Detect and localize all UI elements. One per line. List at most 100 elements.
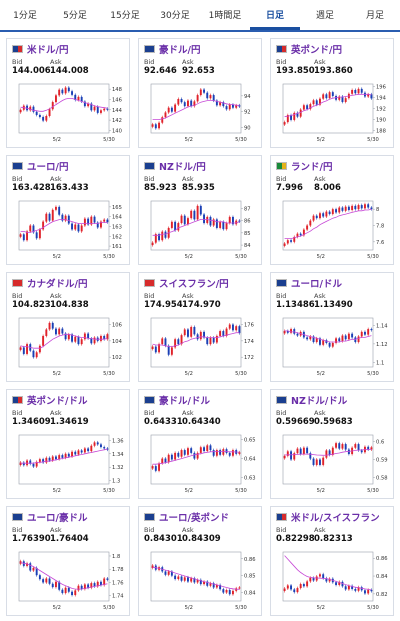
mini-chart[interactable]: 165 164 163 162 161 5/2 5/30 xyxy=(9,198,129,262)
rate-card[interactable]: ユーロ/豪ドル Bid Ask 1.76390 1.76404 1.8 1.78 1.76 1.… xyxy=(6,506,130,616)
candle-body xyxy=(187,577,189,582)
currency-pair-link[interactable]: ユーロ/ドル xyxy=(291,279,342,290)
candle-body xyxy=(83,333,86,340)
candle-body xyxy=(215,219,218,228)
candlestick-chart: 1.36 1.34 1.32 1.3 5/2 5/30 xyxy=(18,434,124,494)
tab-daily[interactable]: 日足 xyxy=(250,0,300,30)
card-header: ユーロ/ドル xyxy=(276,277,342,290)
mini-chart[interactable]: 196 194 192 190 188 5/2 5/30 xyxy=(273,81,393,145)
candle-body xyxy=(29,460,32,464)
rate-card[interactable]: 豪ドル/円 Bid Ask 92.646 92.653 94 92 90 5/2 5/30 xyxy=(138,38,262,148)
tab-5min[interactable]: 5分足 xyxy=(63,11,87,21)
rate-card[interactable]: ランド/円 Bid Ask 7.996 8.006 8 7.8 7.6 5/2 5/30 xyxy=(270,155,394,265)
candle-body xyxy=(151,124,154,127)
candle-body xyxy=(344,586,347,590)
mini-chart[interactable]: 0.65 0.64 0.63 5/2 5/30 xyxy=(141,432,261,496)
rate-card[interactable]: 米ドル/円 Bid Ask 144.006 144.008 148 146 144 142 140… xyxy=(6,38,130,148)
candle-body xyxy=(103,578,106,586)
currency-pair-link[interactable]: 米ドル/円 xyxy=(27,45,69,56)
rate-card[interactable]: NZドル/円 Bid Ask 85.923 85.935 87 86 85 84 5/2 5/30 xyxy=(138,155,262,265)
rate-card[interactable]: スイスフラン/円 Bid Ask 174.954 174.970 176 174 172 5/2… xyxy=(138,272,262,382)
currency-pair-link[interactable]: NZドル/円 xyxy=(159,162,206,173)
y-tick-label: 0.85 xyxy=(244,574,256,580)
currency-pair-link[interactable]: 米ドル/スイスフラン xyxy=(291,513,380,524)
quote-labels: Bid Ask xyxy=(276,175,352,183)
y-tick-label: 1.14 xyxy=(376,323,388,329)
currency-pair-link[interactable]: 豪ドル/円 xyxy=(159,45,201,56)
candle-body xyxy=(306,225,309,230)
x-tick-label: 5/2 xyxy=(53,605,61,611)
rate-card[interactable]: 米ドル/スイスフラン Bid Ask 0.82298 0.82313 0.86 0.84 0.… xyxy=(270,506,394,616)
mini-chart[interactable]: 0.6 0.59 0.58 5/2 5/30 xyxy=(273,432,393,496)
mini-chart[interactable]: 0.86 0.85 0.84 5/2 5/30 xyxy=(141,549,261,613)
candle-body xyxy=(35,352,38,358)
mini-chart[interactable]: 8 7.8 7.6 5/2 5/30 xyxy=(273,198,393,262)
candle-body xyxy=(187,329,189,337)
tab-30min[interactable]: 30分足 xyxy=(160,11,190,21)
currency-pair-link[interactable]: ユーロ/円 xyxy=(27,162,69,173)
candle-body xyxy=(309,453,312,459)
bid-label: Bid xyxy=(144,175,155,183)
mini-chart[interactable]: 94 92 90 5/2 5/30 xyxy=(141,81,261,145)
rate-card[interactable]: 英ポンド/円 Bid Ask 193.850 193.860 196 194 192 190 18… xyxy=(270,38,394,148)
tab-1hour[interactable]: 1時間足 xyxy=(208,11,242,21)
candle-body xyxy=(315,215,318,219)
rate-card[interactable]: カナダドル/円 Bid Ask 104.823 104.838 106 104 102 5/2 5… xyxy=(6,272,130,382)
card-header: ユーロ/豪ドル xyxy=(12,511,88,524)
currency-pair-link[interactable]: 豪ドル/ドル xyxy=(159,396,210,407)
card-header: 米ドル/円 xyxy=(12,43,69,56)
candle-body xyxy=(206,581,209,586)
currency-pair-link[interactable]: NZドル/ドル xyxy=(291,396,348,407)
currency-pair-link[interactable]: 英ポンド/円 xyxy=(291,45,342,56)
currency-pair-link[interactable]: ユーロ/英ポンド xyxy=(159,513,229,524)
tab-monthly[interactable]: 月足 xyxy=(365,11,384,21)
mini-chart[interactable]: 87 86 85 84 5/2 5/30 xyxy=(141,198,261,262)
candle-body xyxy=(161,458,164,464)
candle-body xyxy=(77,585,80,591)
mini-chart[interactable]: 148 146 144 142 140 5/2 5/30 xyxy=(9,81,129,145)
y-tick-label: 106 xyxy=(112,323,122,329)
candle-body xyxy=(58,89,61,96)
currency-pair-link[interactable]: スイスフラン/円 xyxy=(159,279,229,290)
candle-body xyxy=(225,106,228,110)
candle-body xyxy=(38,229,41,239)
candle-body xyxy=(203,581,205,585)
moving-average-line xyxy=(152,218,240,236)
rate-card[interactable]: ユーロ/ドル Bid Ask 1.13486 1.13490 1.14 1.12 1.1 5/2… xyxy=(270,272,394,382)
candle-body xyxy=(61,455,64,458)
candle-body xyxy=(183,450,186,455)
ask-value: 1.34619 xyxy=(50,417,89,427)
rate-card[interactable]: 豪ドル/ドル Bid Ask 0.64331 0.64340 0.65 0.64 0.63 5/… xyxy=(138,389,262,499)
x-tick-label: 5/30 xyxy=(367,137,379,143)
mini-chart[interactable]: 1.14 1.12 1.1 5/2 5/30 xyxy=(273,315,393,379)
mini-chart[interactable]: 176 174 172 5/2 5/30 xyxy=(141,315,261,379)
currency-pair-link[interactable]: カナダドル/円 xyxy=(27,279,88,290)
rate-card[interactable]: ユーロ/円 Bid Ask 163.428 163.433 165 164 163 162 161… xyxy=(6,155,130,265)
quote-values: 104.823 104.838 xyxy=(12,300,89,310)
candle-body xyxy=(302,584,305,587)
candlestick-chart: 94 92 90 5/2 5/30 xyxy=(150,83,251,143)
rate-card[interactable]: 英ポンド/ドル Bid Ask 1.34609 1.34619 1.36 1.34 1.32 1… xyxy=(6,389,130,499)
candle-body xyxy=(354,205,357,210)
candle-body xyxy=(167,571,170,575)
candle-body xyxy=(296,448,299,454)
candle-body xyxy=(35,111,38,115)
candle-body xyxy=(177,452,180,457)
candle-body xyxy=(96,581,99,587)
candle-body xyxy=(190,448,193,453)
card-header: 豪ドル/ドル xyxy=(144,394,210,407)
mini-chart[interactable]: 1.8 1.78 1.76 1.74 5/2 5/30 xyxy=(9,549,129,613)
y-tick-label: 0.86 xyxy=(244,557,256,563)
tab-15min[interactable]: 15分足 xyxy=(110,11,140,21)
mini-chart[interactable]: 0.86 0.84 0.82 5/2 5/30 xyxy=(273,549,393,613)
rate-card[interactable]: ユーロ/英ポンド Bid Ask 0.84301 0.84309 0.86 0.85 0.84… xyxy=(138,506,262,616)
mini-chart[interactable]: 106 104 102 5/2 5/30 xyxy=(9,315,129,379)
tab-weekly[interactable]: 週足 xyxy=(315,11,334,21)
currency-pair-link[interactable]: 英ポンド/ドル xyxy=(27,396,88,407)
currency-pair-link[interactable]: ランド/円 xyxy=(291,162,333,173)
rate-card[interactable]: NZドル/ドル Bid Ask 0.59669 0.59683 0.6 0.59 0.58 5/… xyxy=(270,389,394,499)
currency-pair-link[interactable]: ユーロ/豪ドル xyxy=(27,513,88,524)
tab-1min[interactable]: 1分足 xyxy=(13,11,37,21)
candle-body xyxy=(293,236,296,242)
mini-chart[interactable]: 1.36 1.34 1.32 1.3 5/2 5/30 xyxy=(9,432,129,496)
